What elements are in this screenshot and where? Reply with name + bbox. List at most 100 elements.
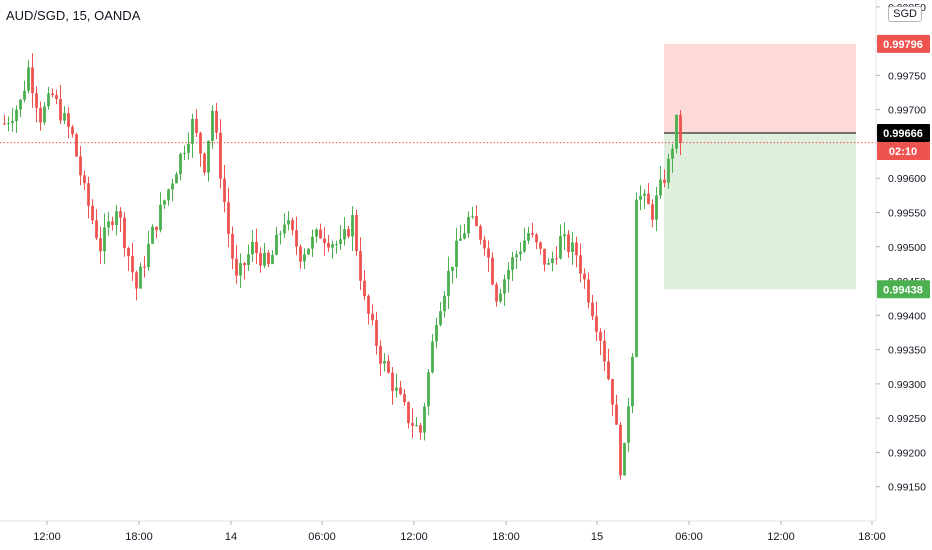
candle-body [115,211,118,226]
candle-body [435,324,438,342]
candle-body [271,254,274,264]
candle-body [199,132,202,154]
candle-body [315,229,318,237]
candle-body [183,152,186,154]
time-tick-label: 06:00 [675,531,703,543]
time-tick-label: 18:00 [125,531,153,543]
candle-body [327,242,330,248]
candle-body [575,242,578,256]
price-tick-label: 0.99400 [888,310,926,322]
candle-body [251,241,254,255]
candle-body [335,244,338,246]
candle-body [55,95,58,99]
candle-body [611,379,614,405]
candle-body [219,132,222,179]
candle-body [203,153,206,173]
time-axis-ticks: 12:00 18:00 14 06:00 12:00 18:00 15 06:00 12:00 1… [33,521,886,543]
candle-body [87,183,90,206]
candle-body [343,229,346,240]
candle-body [347,229,350,237]
candle-body [323,238,326,243]
candle-body [607,361,610,380]
candle-body [163,200,166,205]
target-price-tag-label: 0.99438 [883,284,923,296]
candle-body [159,204,162,231]
candle-body [507,269,510,280]
candle-body [535,234,538,243]
candle-body [75,134,78,157]
candle-body [431,341,434,373]
candle-body [119,211,122,218]
candle-body [571,242,574,252]
countdown-tag [877,141,930,160]
candle-body [471,215,474,217]
candle-body [227,202,230,234]
candle-body [403,394,406,403]
candle-body [483,239,486,249]
candle-body [475,215,478,227]
time-tick-label: 14 [225,531,237,543]
candle-body [295,230,298,247]
stop-price-tag-label: 0.99796 [883,39,923,51]
candle-body [259,253,262,266]
time-tick-label: 12:00 [33,531,61,543]
candle-body [275,234,278,255]
candle-body [387,360,390,373]
candle-body [499,293,502,302]
candle-body [279,233,282,235]
risk-reward-zones[interactable] [664,43,856,290]
candle-body [531,233,534,235]
candle-body [331,244,334,248]
price-tick-label: 0.99150 [888,482,926,494]
price-tick-label: 0.99350 [888,345,926,357]
time-tick-label: 12:00 [767,531,795,543]
candle-body [643,193,646,196]
candle-body [427,372,430,407]
candle-body [319,229,322,239]
candle-body [107,221,110,228]
candle-body [655,195,658,220]
candle-body [231,233,234,259]
candle-body [619,424,622,476]
candle-body [79,156,82,176]
candle-body [7,123,10,125]
candle-body [131,256,134,273]
candle-body [171,183,174,190]
price-tick-label: 0.99550 [888,208,926,220]
candle-body [311,236,314,249]
candle-body [243,263,246,266]
currency-button[interactable]: SGD [888,6,922,22]
candle-body [527,233,530,241]
candle-body [23,90,26,100]
candle-body [395,387,398,391]
candle-body [367,296,370,314]
candle-body [615,404,618,425]
candle-body [455,240,458,267]
candle-body [451,266,454,271]
candle-body [223,178,226,203]
time-tick-label: 18:00 [858,531,886,543]
candle-body [139,266,142,289]
candle-body [195,118,198,133]
candle-body [651,204,654,220]
candle-body [439,311,442,325]
stop-price-tag [877,34,930,53]
candle-body [547,263,550,265]
candle-body [375,320,378,346]
candle-body [103,227,106,252]
candle-body [411,423,414,426]
symbol-title[interactable]: AUD/SGD, 15, OANDA [6,8,141,23]
candle-body [543,248,546,265]
candle-body [419,425,422,433]
candle-body [99,238,102,252]
candle-body [647,193,650,205]
candle-body [303,254,306,262]
candle-body [383,360,386,364]
candle-body [27,67,30,91]
target-price-tag [877,280,930,299]
candle-body [67,113,70,127]
candle-body [135,272,138,289]
candle-body [283,224,286,234]
candle-body [175,174,178,184]
